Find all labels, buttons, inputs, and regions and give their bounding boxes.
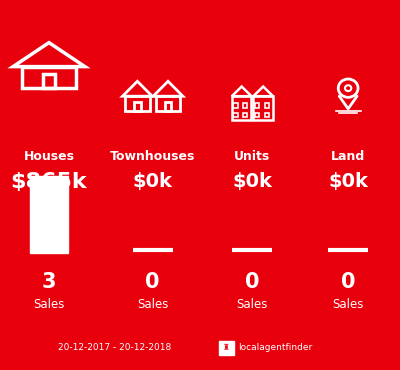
Text: $865k: $865k bbox=[11, 172, 87, 192]
Bar bbox=[232, 96, 252, 120]
Bar bbox=[255, 103, 259, 108]
Text: 0: 0 bbox=[341, 272, 355, 292]
Text: Townhouses: Townhouses bbox=[110, 150, 195, 163]
Text: Houses: Houses bbox=[24, 150, 74, 163]
Bar bbox=[234, 113, 238, 117]
Bar bbox=[255, 113, 259, 117]
Text: 0: 0 bbox=[146, 272, 160, 292]
Bar bbox=[243, 113, 248, 117]
Bar bbox=[22, 67, 76, 88]
Bar bbox=[219, 341, 234, 355]
Bar bbox=[253, 96, 273, 120]
Bar bbox=[164, 102, 172, 111]
Text: 20-12-2017 - 20-12-2018: 20-12-2017 - 20-12-2018 bbox=[58, 343, 172, 352]
Bar bbox=[125, 96, 150, 111]
Text: $0k: $0k bbox=[133, 172, 173, 191]
Bar bbox=[265, 103, 269, 108]
Text: Sales: Sales bbox=[332, 298, 364, 311]
Text: $0k: $0k bbox=[328, 172, 368, 191]
Text: $0k: $0k bbox=[232, 172, 272, 191]
Text: Sales: Sales bbox=[237, 298, 268, 311]
Bar bbox=[243, 103, 248, 108]
Text: Sales: Sales bbox=[33, 298, 65, 311]
Bar bbox=[265, 113, 269, 117]
Bar bbox=[30, 176, 68, 253]
Text: Land: Land bbox=[331, 150, 365, 163]
Bar bbox=[134, 102, 141, 111]
Bar bbox=[43, 74, 55, 88]
Text: 3: 3 bbox=[42, 272, 56, 292]
Text: 0: 0 bbox=[245, 272, 260, 292]
Bar bbox=[156, 96, 180, 111]
Text: localagentfinder: localagentfinder bbox=[238, 343, 312, 352]
Text: Units: Units bbox=[234, 150, 270, 163]
Bar bbox=[234, 103, 238, 108]
Text: Sales: Sales bbox=[137, 298, 168, 311]
Text: ♜: ♜ bbox=[223, 343, 230, 352]
